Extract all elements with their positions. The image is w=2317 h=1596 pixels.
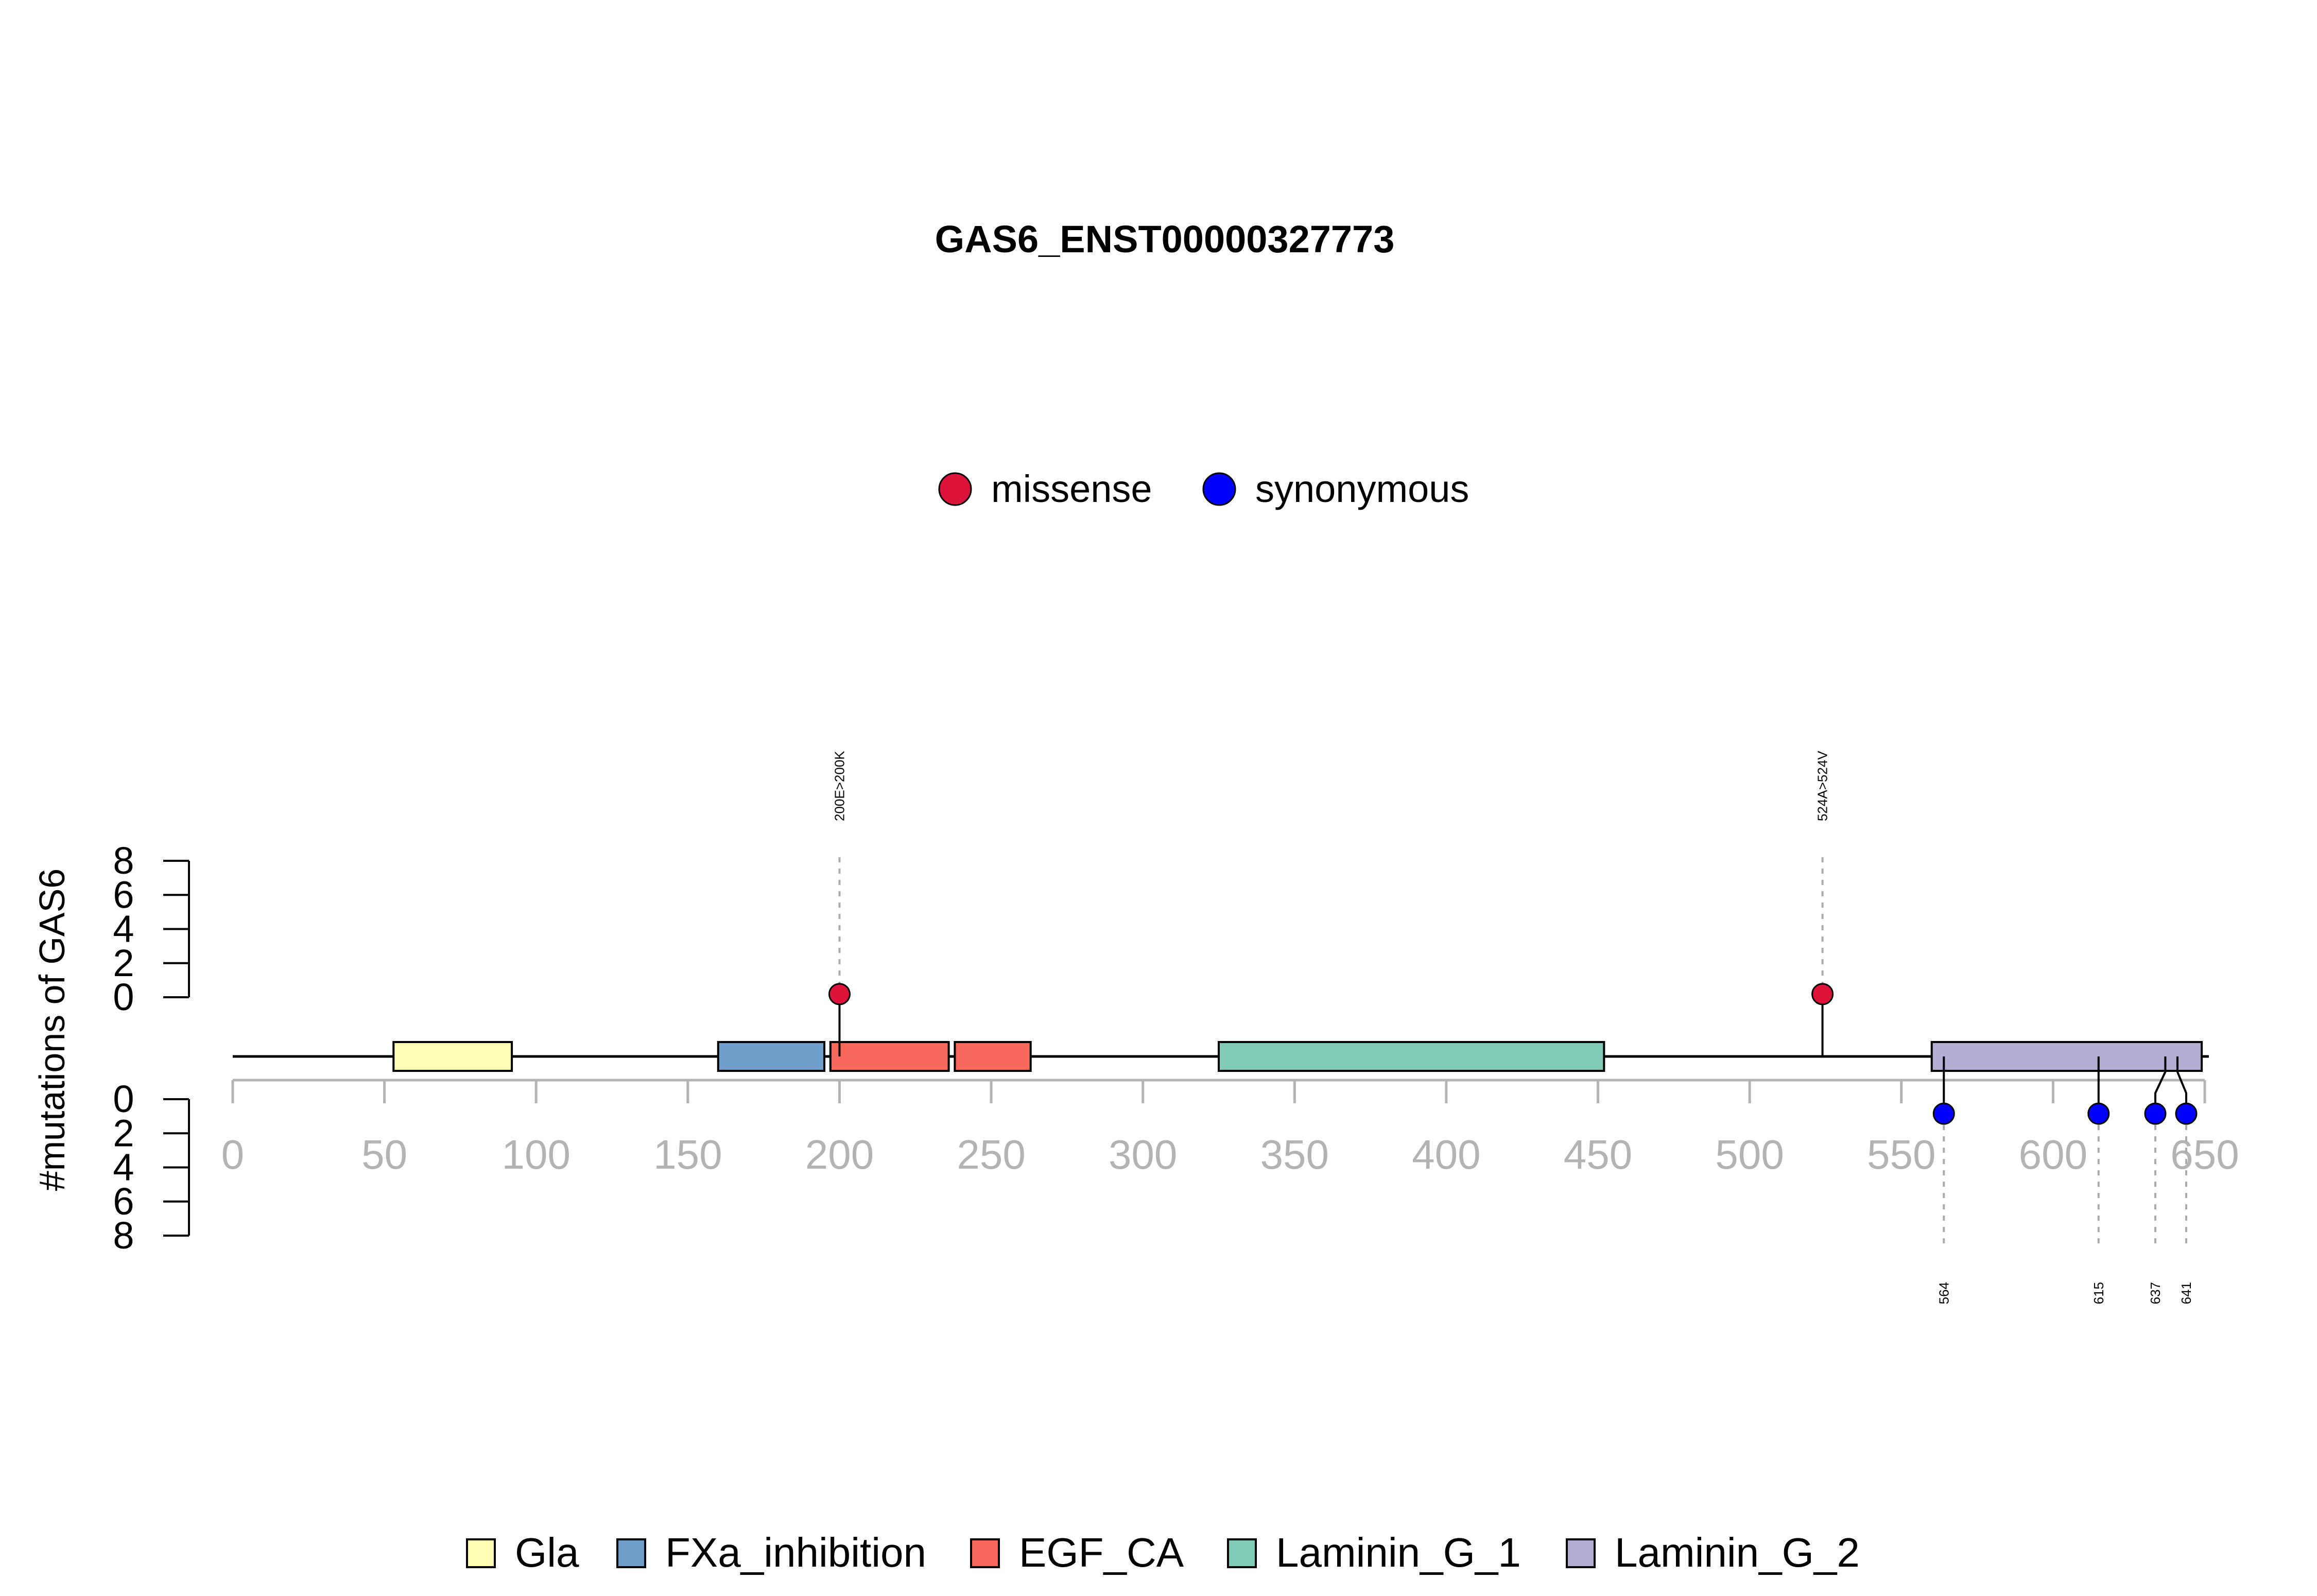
x-tick-label-100: 100 [502,1132,570,1177]
bottom-y-tick-label-8: 8 [113,1214,134,1257]
domains-layer [392,1041,2203,1072]
domain-legend-Laminin_G_2-swatch [1566,1538,1596,1568]
bottom-y-tick-label-0: 0 [113,1078,134,1120]
mutation-head-615 [2087,1102,2110,1125]
x-tick-label-400: 400 [1412,1132,1480,1177]
top-y-tick-label-2: 2 [113,942,134,984]
chart-title: GAS6_ENST00000327773 [935,218,1395,261]
domain-legend-Gla-label: Gla [515,1530,579,1575]
top-y-tick-label-6: 6 [113,873,134,916]
domain-legend-EGF_CA-label: EGF_CA [1019,1530,1184,1575]
x-tick-label-650: 650 [2170,1132,2239,1177]
mutation-head-641 [2175,1102,2198,1125]
domain-legend-FXa_inhibition-swatch [616,1538,646,1568]
bottom-y-tick-label-6: 6 [113,1180,134,1223]
mutations-layer: 200E>200K 524A>524V 564 615 637 641 [828,751,2198,1304]
mutation-label-564: 564 [1936,1282,1951,1304]
mutation-label-615: 615 [2091,1282,2106,1304]
mutation-legend: missense synonymous [938,467,1469,510]
x-tick-label-500: 500 [1715,1132,1784,1177]
domain-legend-Laminin_G_1-swatch [1227,1538,1257,1568]
y-axis-label: #mutations of GAS6 [32,869,72,1191]
x-tick-label-200: 200 [805,1132,874,1177]
legend-missense-label: missense [991,467,1152,510]
domain-FXa_inhibition-1 [717,1041,826,1072]
domain-EGF_CA-2 [829,1041,950,1072]
x-tick-label-300: 300 [1109,1132,1177,1177]
top-y-tick-label-8: 8 [113,839,134,882]
top-y-tick-label-4: 4 [113,908,134,950]
domain-Gla-0 [392,1041,513,1072]
domain-legend-Laminin_G_2-label: Laminin_G_2 [1615,1530,1860,1575]
x-axis: 0 50 100 150 200 250 300 350 400 450 500 550 600 650 [221,1079,2239,1177]
x-tick-label-150: 150 [653,1132,722,1177]
x-tick-label-250: 250 [957,1132,1025,1177]
domain-legend-EGF_CA-swatch [970,1538,1000,1568]
domain-legend-Laminin_G_1-label: Laminin_G_1 [1276,1530,1521,1575]
mutation-label-637: 637 [2148,1282,2163,1304]
domain-Laminin_G_1-4 [1218,1041,1605,1072]
x-tick-label-550: 550 [1867,1132,1935,1177]
mutation-head-637 [2144,1102,2167,1125]
legend-synonymous-label: synonymous [1255,467,1469,510]
mutation-label-524: 524A>524V [1815,751,1830,821]
legend-missense-swatch [938,472,972,506]
domain-legend: Gla FXa_inhibition EGF_CA Laminin_G_1 Lamini… [466,1530,1860,1575]
domain-EGF_CA-3 [954,1041,1032,1072]
legend-synonymous-swatch [1202,472,1236,506]
domain-legend-Gla-swatch [466,1538,496,1568]
mutation-head-200 [828,983,851,1005]
x-tick-label-450: 450 [1564,1132,1632,1177]
mutation-label-641: 641 [2178,1282,2194,1304]
x-tick-label-600: 600 [2019,1132,2087,1177]
domain-legend-FXa_inhibition-label: FXa_inhibition [665,1530,926,1575]
bottom-y-tick-label-4: 4 [113,1146,134,1189]
domain-Laminin_G_2-5 [1930,1041,2203,1072]
mutation-head-524 [1811,983,1834,1005]
x-tick-label-0: 0 [221,1132,245,1177]
x-tick-label-50: 50 [361,1132,407,1177]
mutation-head-564 [1932,1102,1955,1125]
mutation-label-200: 200E>200K [832,751,847,821]
top-y-tick-label-0: 0 [113,976,134,1018]
bottom-y-tick-label-2: 2 [113,1112,134,1154]
x-tick-label-350: 350 [1260,1132,1329,1177]
